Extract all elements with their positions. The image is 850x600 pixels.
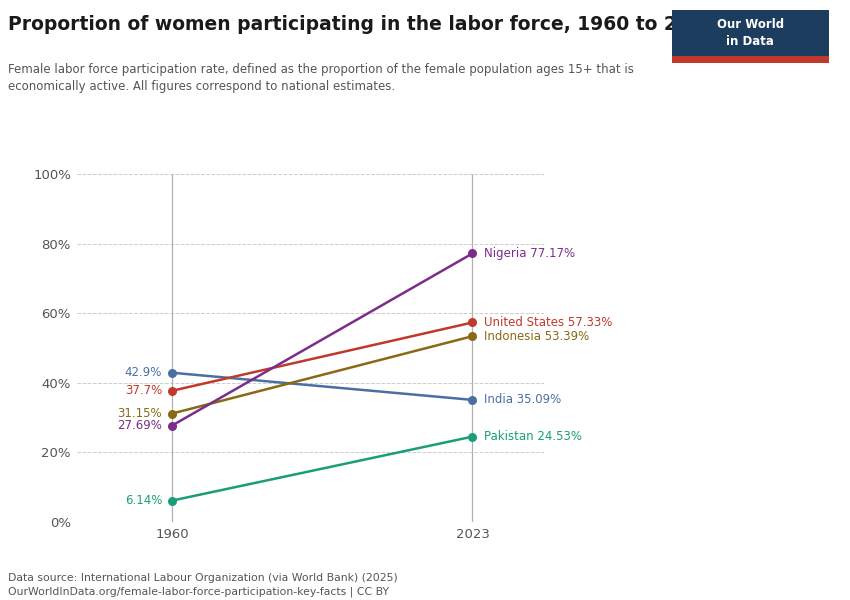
Text: 31.15%: 31.15% xyxy=(117,407,162,420)
Point xyxy=(165,409,178,418)
Point xyxy=(466,248,479,258)
Text: Nigeria 77.17%: Nigeria 77.17% xyxy=(484,247,575,260)
Text: 27.69%: 27.69% xyxy=(117,419,162,432)
Text: India 35.09%: India 35.09% xyxy=(484,394,561,406)
Point xyxy=(466,395,479,404)
Point xyxy=(466,317,479,327)
Text: 6.14%: 6.14% xyxy=(125,494,162,507)
Text: Female labor force participation rate, defined as the proportion of the female p: Female labor force participation rate, d… xyxy=(8,63,634,93)
Text: United States 57.33%: United States 57.33% xyxy=(484,316,612,329)
Text: Proportion of women participating in the labor force, 1960 to 2023: Proportion of women participating in the… xyxy=(8,15,717,34)
Point xyxy=(165,386,178,395)
Text: 42.9%: 42.9% xyxy=(125,366,162,379)
Text: Our World: Our World xyxy=(717,19,784,31)
Text: Data source: International Labour Organization (via World Bank) (2025)
OurWorldI: Data source: International Labour Organi… xyxy=(8,574,399,597)
Text: in Data: in Data xyxy=(726,35,774,49)
Text: 37.7%: 37.7% xyxy=(125,385,162,397)
Point xyxy=(466,432,479,442)
Point xyxy=(165,368,178,377)
Point xyxy=(165,496,178,505)
Text: Indonesia 53.39%: Indonesia 53.39% xyxy=(484,330,589,343)
Text: Pakistan 24.53%: Pakistan 24.53% xyxy=(484,430,581,443)
Point xyxy=(165,421,178,430)
Point xyxy=(466,331,479,341)
